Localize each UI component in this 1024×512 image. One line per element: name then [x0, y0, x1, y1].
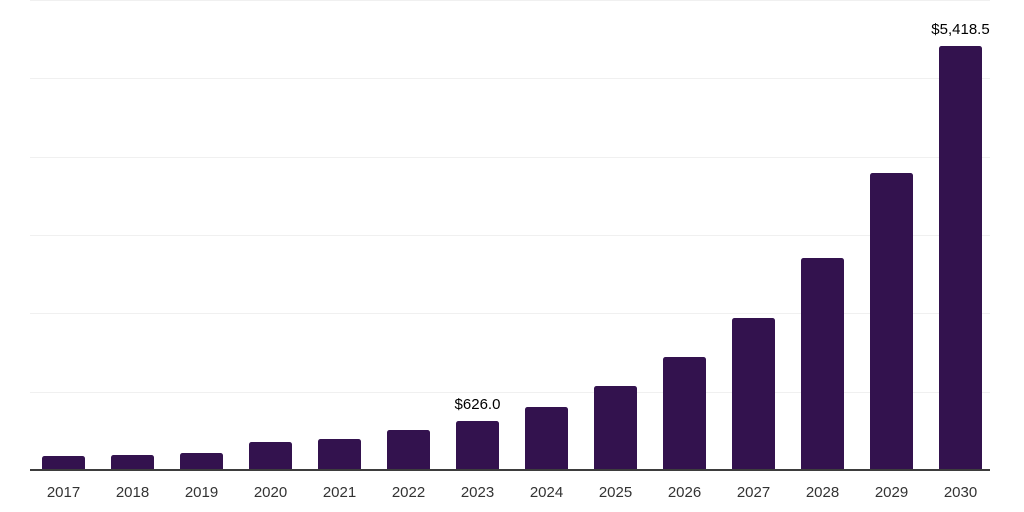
- x-tick-label: 2019: [184, 484, 219, 501]
- bar-2025: [594, 386, 637, 470]
- bar-value-label: $5,418.5: [931, 21, 990, 39]
- x-tick-label: 2023: [460, 484, 495, 501]
- bar-2017: [42, 455, 85, 470]
- bar-2023: [456, 421, 499, 470]
- gridline: [30, 391, 990, 393]
- x-tick-label: 2027: [736, 484, 771, 501]
- bar-2029: [870, 173, 913, 470]
- bar-value-label: $626.0: [454, 396, 501, 414]
- x-tick-label: 2020: [253, 484, 288, 501]
- bar-2019: [180, 452, 223, 470]
- bar-2021: [318, 439, 361, 470]
- bar-2018: [111, 454, 154, 470]
- x-tick-label: 2029: [874, 484, 909, 501]
- bar-2026: [663, 357, 706, 470]
- gridline: [30, 0, 990, 1]
- gridline: [30, 78, 990, 80]
- x-tick-label: 2022: [391, 484, 426, 501]
- bar-2020: [249, 442, 292, 470]
- bar-2022: [387, 430, 430, 470]
- x-axis-line: [30, 469, 990, 471]
- bar-2024: [525, 406, 568, 470]
- x-tick-label: 2026: [667, 484, 702, 501]
- x-tick-label: 2017: [46, 484, 81, 501]
- bar-2030: [939, 45, 982, 470]
- gridline: [30, 313, 990, 315]
- x-tick-label: 2030: [943, 484, 978, 501]
- x-tick-label: 2018: [115, 484, 150, 501]
- plot-area: $626.0 $5,418.5: [30, 0, 990, 470]
- bar-2028: [801, 258, 844, 470]
- x-tick-label: 2025: [598, 484, 633, 501]
- gridline: [30, 156, 990, 158]
- x-tick-label: 2024: [529, 484, 564, 501]
- gridline: [30, 235, 990, 236]
- bar-2027: [732, 317, 775, 470]
- x-tick-label: 2028: [805, 484, 840, 501]
- x-tick-label: 2021: [322, 484, 357, 501]
